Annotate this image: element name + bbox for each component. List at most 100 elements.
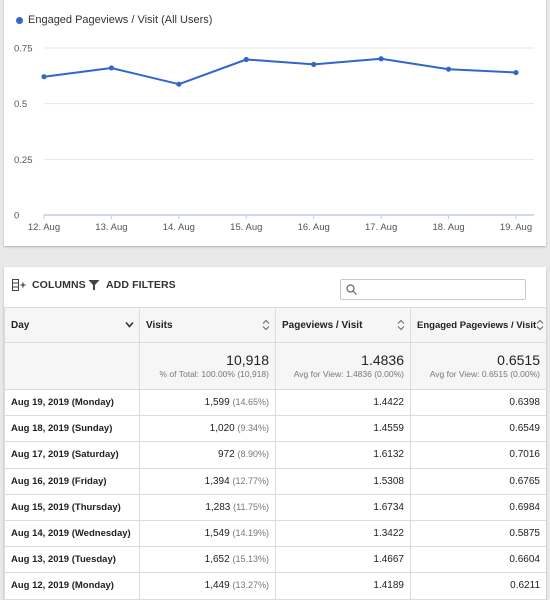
table-row[interactable]: Aug 16, 2019 (Friday) 1,394 (12.77%) 1.5… [4,467,546,495]
visits-cell: 972 (8.90%) [139,441,276,469]
column-header-label: Pageviews / Visit [282,319,363,331]
pageviews-per-visit-cell: 1.5308 [275,467,411,495]
visits-cell: 1,549 (14.19%) [139,519,276,548]
day-cell: Aug 13, 2019 (Tuesday) [4,546,140,574]
search-icon [346,284,357,295]
column-header-pageviews-per-visit[interactable]: Pageviews / Visit [275,307,411,343]
search-input[interactable] [361,282,521,297]
total-visits: 10,918 [226,352,269,368]
x-tick-label: 17. Aug [365,222,397,233]
column-header-day[interactable]: Day [4,307,140,343]
visits-value: 972 [218,449,235,461]
data-point [176,81,182,87]
totals-visits-cell: 10,918 % of Total: 100.00% (10,918) [139,342,276,390]
data-point [41,74,47,80]
total-engaged-note: Avg for View: 0.6515 (0.00%) [429,369,540,379]
x-tick-label: 18. Aug [432,222,464,233]
table-row[interactable]: Aug 14, 2019 (Wednesday) 1,549 (14.19%) … [4,519,546,548]
visits-percent: (15.13%) [232,554,269,565]
sort-toggle-icon[interactable] [262,319,270,331]
visits-value: 1,652 [204,554,230,566]
visits-percent: (14.19%) [232,528,269,539]
visits-percent: (11.75%) [233,501,269,512]
day-cell: Aug 12, 2019 (Monday) [4,572,140,600]
data-point [311,61,317,67]
visits-cell: 1,449 (13.27%) [139,572,276,600]
x-tick-label: 13. Aug [95,222,127,233]
column-header-engaged-pageviews-per-visit[interactable]: Engaged Pageviews / Visit [410,307,546,343]
y-tick-label: 0.25 [14,155,33,166]
table-toolbar: COLUMNS ADD FILTERS [4,267,546,307]
totals-pageviews-cell: 1.4836 Avg for View: 1.4836 (0.00%) [275,342,411,390]
visits-value: 1,020 [209,423,235,435]
engaged-pageviews-per-visit-cell: 0.6984 [410,493,546,521]
visits-percent: (14.65%) [232,397,269,408]
day-cell: Aug 16, 2019 (Friday) [4,467,140,495]
data-point [445,66,452,72]
x-tick-label: 14. Aug [163,222,195,233]
legend-label: Engaged Pageviews / Visit (All Users) [28,14,213,26]
pageviews-per-visit-cell: 1.4189 [275,572,411,600]
visits-percent: (12.77%) [232,475,269,486]
visits-value: 1,283 [205,501,231,513]
add-filters-button[interactable]: ADD FILTERS [88,279,176,291]
pageviews-per-visit-cell: 1.4559 [275,415,411,443]
visits-cell: 1,394 (12.77%) [139,467,276,495]
table-row[interactable]: Aug 12, 2019 (Monday) 1,449 (13.27%) 1.4… [4,572,546,600]
column-header-label: Engaged Pageviews / Visit [417,319,537,331]
engaged-pageviews-per-visit-cell: 0.6398 [410,388,546,417]
table-row[interactable]: Aug 18, 2019 (Sunday) 1,020 (9.34%) 1.45… [4,415,546,443]
columns-button[interactable]: COLUMNS [12,279,86,291]
y-tick-label: 0.75 [14,44,33,55]
visits-percent: (8.90%) [237,449,269,460]
sort-toggle-icon[interactable] [536,319,544,331]
table-row[interactable]: Aug 15, 2019 (Thursday) 1,283 (11.75%) 1… [4,493,546,521]
day-cell: Aug 19, 2019 (Monday) [4,388,140,417]
chart-card: 0 0.25 0.5 0.75 12. Aug 13. Aug 14. Aug 15. Aug… [4,0,546,246]
visits-cell: 1,599 (14.65%) [139,388,276,417]
engaged-pageviews-per-visit-cell: 0.6211 [410,572,546,600]
data-point [513,69,519,76]
data-point [243,56,249,63]
table-row[interactable]: Aug 17, 2019 (Saturday) 972 (8.90%) 1.61… [4,441,546,469]
total-pageviews-note: Avg for View: 1.4836 (0.00%) [293,369,404,379]
column-header-label: Day [11,319,30,331]
pageviews-per-visit-cell: 1.3422 [275,519,411,548]
data-point [378,56,384,62]
pageviews-per-visit-cell: 1.6132 [275,441,411,469]
visits-value: 1,449 [204,580,230,592]
data-point [108,65,115,71]
visits-percent: (13.27%) [232,580,269,591]
engaged-pageviews-per-visit-cell: 0.5875 [410,519,546,548]
table-row[interactable]: Aug 13, 2019 (Tuesday) 1,652 (15.13%) 1.… [4,546,546,574]
columns-label: COLUMNS [32,279,86,291]
report-table-card: COLUMNS ADD FILTERS Day [4,267,546,600]
pageviews-per-visit-cell: 1.4667 [275,546,411,574]
pageviews-per-visit-cell: 1.6734 [275,493,411,521]
line-chart: 0 0.25 0.5 0.75 12. Aug 13. Aug 14. Aug 15. Aug… [14,44,534,233]
visits-percent: (9.34%) [237,423,269,434]
x-tick-label: 12. Aug [28,222,60,233]
sort-toggle-icon[interactable] [397,319,405,331]
y-tick-label: 0.5 [14,99,27,110]
x-tick-label: 15. Aug [230,222,262,233]
day-cell: Aug 14, 2019 (Wednesday) [4,519,140,548]
day-cell: Aug 17, 2019 (Saturday) [4,441,140,469]
table-search[interactable] [340,279,526,300]
engaged-pageviews-per-visit-cell: 0.6549 [410,415,546,443]
engaged-pageviews-per-visit-cell: 0.6765 [410,467,546,495]
table-row[interactable]: Aug 19, 2019 (Monday) 1,599 (14.65%) 1.4… [4,388,546,417]
y-tick-label: 0 [14,211,19,222]
report-table: Day Visits Pageviews / Visit [4,307,546,600]
totals-day-cell [4,342,140,390]
engaged-pageviews-per-visit-cell: 0.7016 [410,441,546,469]
visits-cell: 1,652 (15.13%) [139,546,276,574]
total-visits-note: % of Total: 100.00% (10,918) [159,369,269,379]
column-header-label: Visits [146,319,173,331]
sort-desc-icon[interactable] [125,320,134,329]
visits-cell: 1,283 (11.75%) [139,493,276,521]
table-header-row: Day Visits Pageviews / Visit [4,307,546,343]
columns-icon [12,279,26,291]
chart-legend[interactable]: Engaged Pageviews / Visit (All Users) [16,14,212,26]
column-header-visits[interactable]: Visits [139,307,276,343]
